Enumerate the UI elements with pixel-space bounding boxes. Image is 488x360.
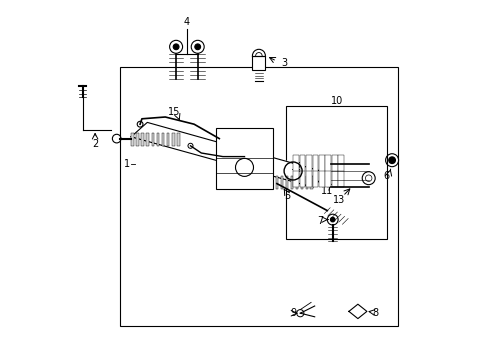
Bar [151, 133, 154, 146]
Bar [338, 155, 344, 187]
Bar [310, 176, 312, 189]
Text: 10: 10 [330, 96, 343, 106]
Bar [312, 155, 318, 187]
Text: 15: 15 [168, 107, 180, 117]
Text: 13: 13 [332, 195, 344, 205]
Bar [172, 133, 174, 146]
Bar [252, 56, 265, 70]
Bar [331, 155, 337, 187]
Bar [136, 133, 139, 146]
Bar [270, 176, 273, 189]
Bar [280, 176, 283, 189]
Bar [265, 176, 268, 189]
Bar [285, 106, 386, 239]
Bar [305, 176, 307, 189]
Text: 11: 11 [321, 186, 333, 196]
Bar [292, 155, 298, 187]
Bar [290, 176, 293, 189]
Bar [131, 133, 133, 146]
Bar [305, 155, 311, 187]
Bar [285, 176, 288, 189]
Text: 9: 9 [289, 308, 296, 318]
Bar [295, 176, 298, 189]
Bar [215, 128, 273, 189]
Polygon shape [131, 122, 326, 187]
Text: 6: 6 [383, 171, 389, 181]
Polygon shape [348, 304, 366, 319]
Text: 4: 4 [183, 17, 189, 27]
Bar [325, 155, 330, 187]
Circle shape [194, 44, 200, 50]
Text: 5: 5 [283, 191, 289, 201]
Text: 1: 1 [124, 159, 130, 169]
Bar [141, 133, 143, 146]
Text: 3: 3 [281, 58, 286, 68]
Text: 8: 8 [372, 308, 378, 318]
Circle shape [173, 44, 179, 50]
Bar [166, 133, 169, 146]
Bar [275, 176, 278, 189]
Text: 7: 7 [316, 216, 323, 226]
Text: 12: 12 [290, 162, 302, 172]
Bar [177, 133, 179, 146]
Bar [120, 67, 397, 326]
Text: 14: 14 [254, 152, 266, 162]
Bar [156, 133, 159, 146]
Bar [300, 176, 303, 189]
Circle shape [330, 217, 334, 222]
Bar [318, 155, 324, 187]
Text: 2: 2 [92, 139, 98, 149]
Circle shape [388, 157, 394, 163]
Bar [162, 133, 164, 146]
Bar [146, 133, 149, 146]
Bar [299, 155, 305, 187]
